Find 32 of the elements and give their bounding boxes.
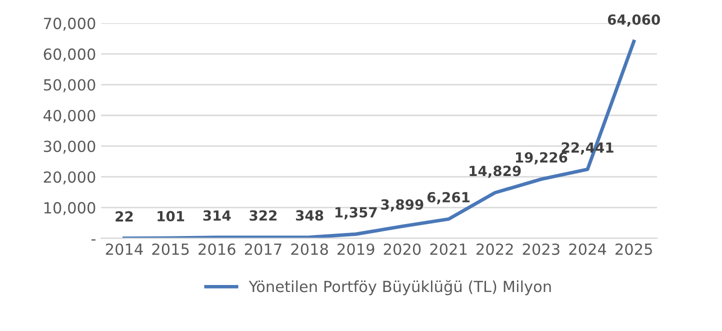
x-tick-label: 2023 [522,243,560,256]
text: 101 [158,210,184,222]
x-tick-label: 2024 [569,243,606,256]
y-tick-label: 50,000 [44,79,96,92]
text: 322 [250,210,277,221]
text: 348 [296,210,324,221]
y-tick-label: 20,000 [44,171,96,184]
y-tick-label: 60,000 [44,48,96,62]
x-tick-label: 2016 [198,243,236,256]
text: 64,060 [608,14,660,27]
x-tick-label: 2021 [430,243,467,256]
y-tick-label: 70,000 [44,18,96,31]
x-tick-label: 2025 [616,243,652,256]
text: 6,261 [427,192,470,204]
x-tick-label: 2020 [384,243,421,256]
x-tick-label: 2019 [338,243,374,256]
y-tick-label: 40,000 [44,110,96,123]
legend-label: Yönetilen Portföy Büyüklüğü (TL) Milyon [248,280,551,296]
x-tick-label: 2018 [291,243,328,256]
text: 3,899 [381,199,424,212]
x-tick-label: 2014 [106,243,143,256]
y-tick-label: 10,000 [44,202,96,216]
text: 22 [116,211,133,222]
y-tick-label: 30,000 [44,140,96,154]
text: 14,829 [470,166,521,178]
text: 19,226 [516,152,568,164]
x-tick-label: 2017 [244,243,282,256]
x-tick-label: 2022 [476,243,513,256]
text: 1,357 [335,207,377,220]
x-tick-label: 2015 [152,243,189,256]
y-tick-label: - [91,239,96,241]
text: 314 [203,210,231,221]
